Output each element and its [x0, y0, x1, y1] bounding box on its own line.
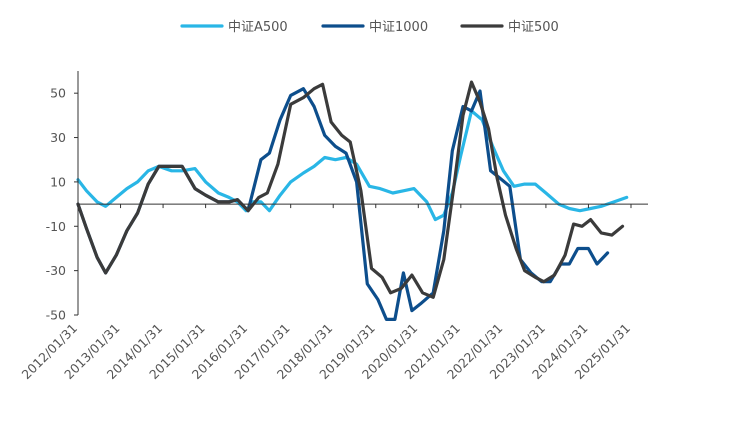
y-tick-label: -50	[46, 308, 66, 323]
y-tick-label: 10	[50, 174, 66, 189]
y-tick-label: 30	[50, 130, 66, 145]
y-tick-label: 50	[50, 86, 66, 101]
y-tick-label: -30	[46, 263, 66, 278]
legend-label-1: 中证A500	[228, 20, 288, 35]
series-layer	[76, 80, 629, 321]
series-line-3	[76, 80, 625, 299]
y-tick-label: -10	[46, 219, 66, 234]
legend-label-3: 中证500	[508, 20, 559, 35]
legend-label-2: 中证1000	[369, 20, 428, 35]
legend: 中证A500 中证1000 中证500	[180, 20, 559, 35]
axes-layer: 503010-10-30-502012/01/312013/01/312014/…	[19, 71, 648, 382]
